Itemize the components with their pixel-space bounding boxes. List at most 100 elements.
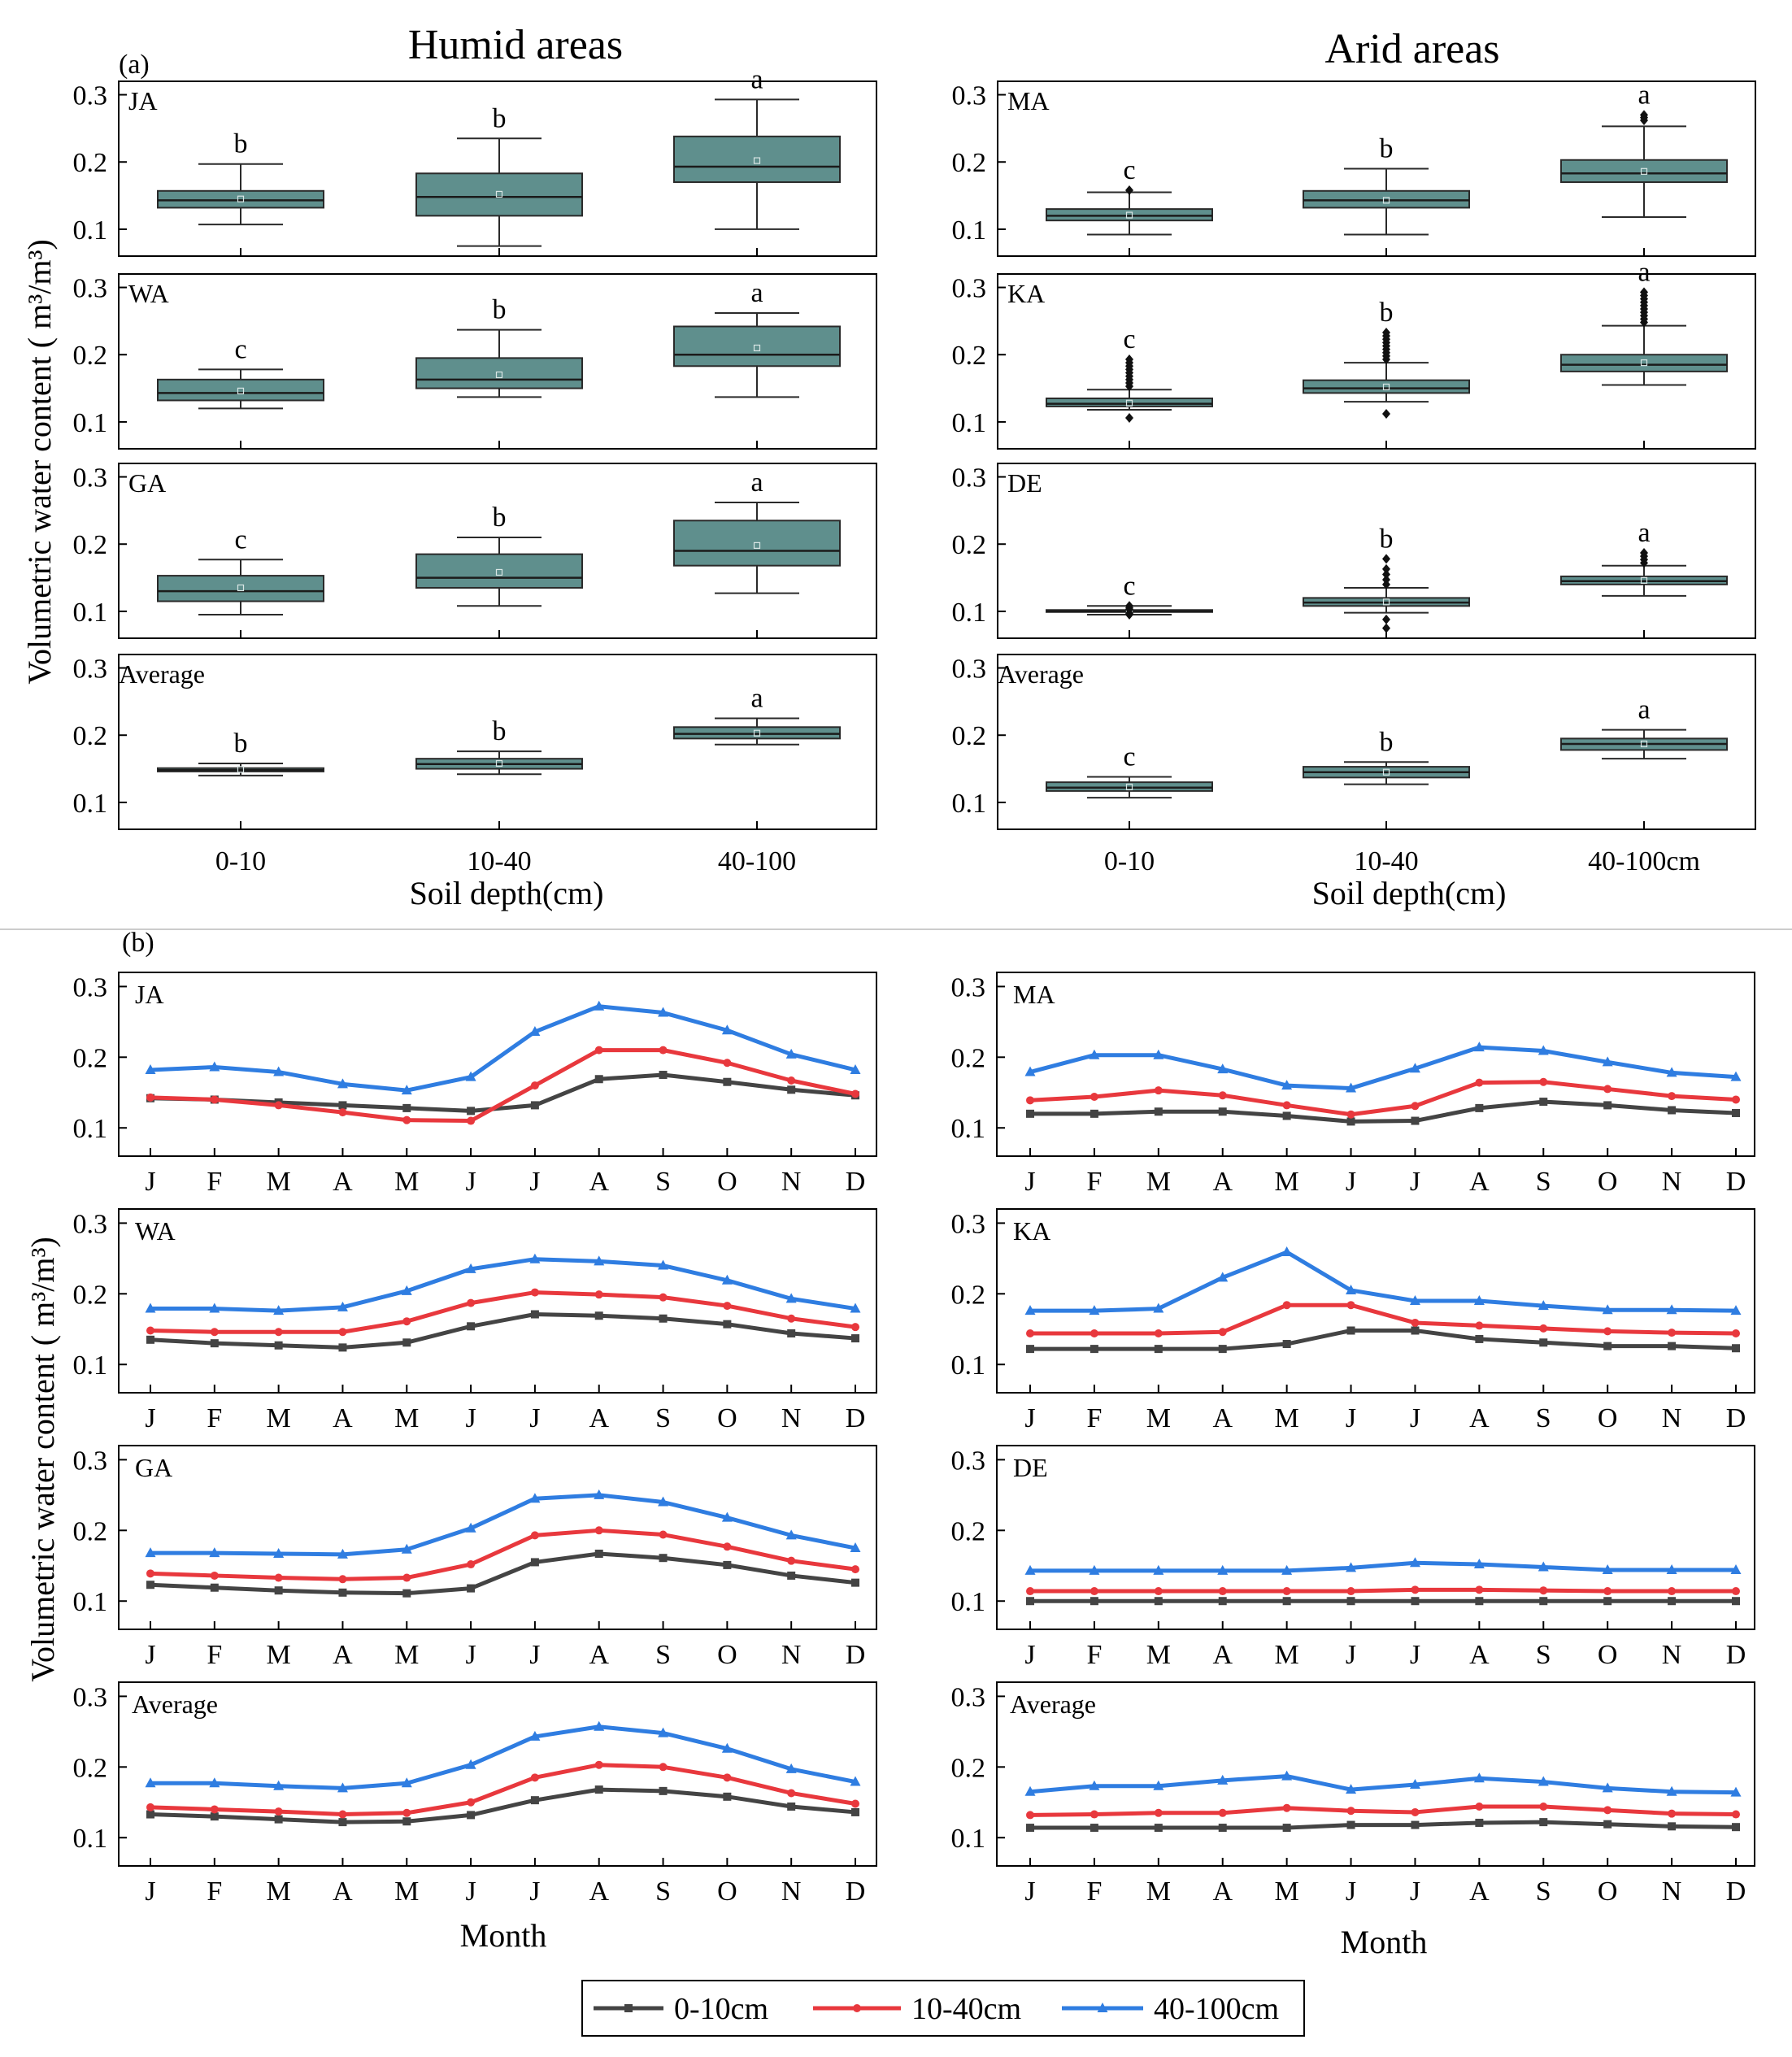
data-point <box>1090 1329 1098 1337</box>
panel-frame <box>997 654 1756 830</box>
series-40-100cm <box>145 1720 861 1793</box>
data-point <box>1409 1063 1420 1073</box>
data-point <box>659 1314 668 1323</box>
month-label: J <box>145 1640 155 1670</box>
data-point <box>1024 1564 1036 1575</box>
panel-label-ka: KA <box>1007 279 1045 308</box>
data-point <box>723 1302 732 1311</box>
data-point <box>1218 1345 1227 1354</box>
data-point <box>1282 1803 1291 1812</box>
box-0-10: c <box>157 524 324 616</box>
data-point <box>1475 1334 1484 1343</box>
data-point <box>210 1328 219 1337</box>
box-0-10: c <box>1046 571 1213 620</box>
series-line <box>1030 1820 1737 1830</box>
box-iqr <box>415 553 583 589</box>
y-axis-title-a: Volumetric water content ( m³/m³) <box>21 239 58 685</box>
data-point <box>1732 1329 1740 1337</box>
data-point <box>1089 1564 1100 1575</box>
line-panel-ja: 0.10.20.3J F M A M J J A S O N DJA <box>73 972 877 1197</box>
panel-frame <box>118 1208 877 1394</box>
month-label: N <box>1662 1640 1682 1670</box>
month-label: S <box>1536 1167 1551 1197</box>
data-point <box>658 1496 669 1507</box>
data-point <box>1668 1342 1677 1350</box>
data-point <box>851 1799 859 1808</box>
x-axis-title-month-arid: Month <box>1341 1924 1428 1960</box>
data-point <box>594 1526 603 1535</box>
data-point <box>465 1263 476 1273</box>
data-point <box>337 1548 348 1559</box>
significance-letter: c <box>234 524 246 554</box>
data-point <box>1539 1586 1548 1595</box>
mean-marker <box>1382 197 1390 204</box>
data-point <box>1346 1597 1355 1606</box>
data-point <box>1409 1295 1420 1305</box>
significance-letter: b <box>1380 727 1394 757</box>
outlier-point <box>1640 110 1648 120</box>
y-tick-label: 0.1 <box>951 1350 986 1381</box>
data-point <box>851 1089 859 1098</box>
y-tick-label: 0.2 <box>952 341 987 371</box>
significance-letter: c <box>1123 571 1135 601</box>
data-point <box>529 1730 541 1741</box>
series-0-10cm <box>1026 1597 1740 1606</box>
data-point <box>530 1310 539 1319</box>
data-point <box>146 1810 154 1819</box>
mean-marker <box>1640 359 1648 367</box>
data-point <box>594 1255 605 1266</box>
data-point <box>1154 1345 1163 1354</box>
box-40-100cm: a <box>1560 80 1728 219</box>
month-label: A <box>589 1167 609 1197</box>
month-label: A <box>333 1403 353 1433</box>
data-point <box>1346 1117 1355 1126</box>
data-point <box>1026 1109 1034 1118</box>
y-axis-title-b: Volumetric water content ( m³/m³) <box>24 1237 61 1682</box>
data-point <box>659 1046 668 1055</box>
series-line <box>1030 1099 1737 1124</box>
significance-letter: b <box>1380 134 1394 164</box>
data-point <box>338 1108 347 1117</box>
month-label: J <box>465 1167 476 1197</box>
data-point <box>594 1549 603 1558</box>
panel-frame <box>118 972 877 1157</box>
box-0-10: c <box>1046 324 1213 423</box>
y-tick-label: 0.2 <box>73 341 108 371</box>
data-point <box>723 1560 732 1569</box>
data-point <box>338 1101 347 1110</box>
month-label: J <box>1024 1403 1035 1433</box>
month-label: J <box>1410 1640 1420 1670</box>
month-label: O <box>717 1167 737 1197</box>
legend-entry-0-10cm: 0-10cm <box>594 1992 768 2026</box>
data-point <box>1153 1302 1164 1313</box>
data-point <box>1218 1328 1227 1337</box>
mean-marker <box>495 759 503 768</box>
data-point <box>338 1328 347 1337</box>
panel-label-ja: JA <box>128 86 158 115</box>
month-label: N <box>1662 1167 1682 1197</box>
data-point <box>467 1584 476 1593</box>
data-point <box>1282 1111 1291 1120</box>
month-label: J <box>529 1640 540 1670</box>
month-label: D <box>1726 1167 1746 1197</box>
data-point <box>401 1285 412 1295</box>
legend-box <box>581 1980 1305 2037</box>
month-label: M <box>1146 1877 1171 1907</box>
month-label: N <box>781 1877 802 1907</box>
month-label: M <box>394 1167 419 1197</box>
box-panel-ga: 0.1 0.2 0.3 GA c b a <box>73 463 877 639</box>
y-tick-label: 0.2 <box>73 530 108 560</box>
data-point <box>1475 1802 1484 1811</box>
data-point <box>1539 1802 1548 1811</box>
data-point <box>659 1530 668 1539</box>
data-point <box>529 1253 541 1263</box>
x-axis-title-humid: Soil depth(cm) <box>410 875 604 911</box>
panel-frame <box>118 654 877 830</box>
panel-label-wa: WA <box>135 1216 176 1246</box>
data-point <box>723 1077 732 1086</box>
series-line <box>1030 1302 1737 1336</box>
x-category-label: 10-40 <box>467 846 531 876</box>
data-point <box>1668 1822 1677 1831</box>
data-point <box>721 1511 733 1522</box>
data-point <box>851 1578 859 1587</box>
